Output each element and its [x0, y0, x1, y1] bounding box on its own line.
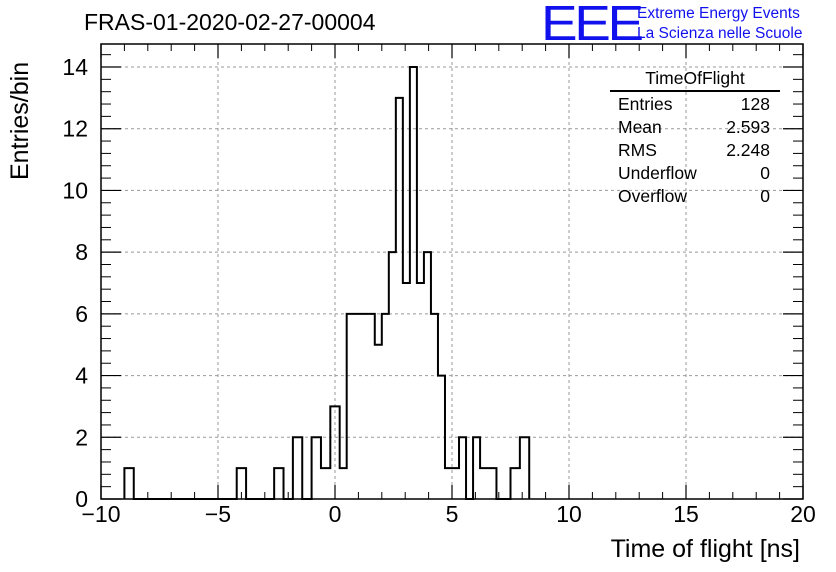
y-tick-label: 2 — [75, 424, 88, 450]
stats-row-entries: Entries 128 — [610, 94, 780, 117]
eee-logo: EEE — [541, 0, 644, 51]
x-axis-label: Time of flight [ns] — [610, 535, 800, 563]
x-tick-label: 0 — [329, 501, 342, 527]
stats-label: Entries — [618, 94, 673, 114]
x-tick-label: 10 — [556, 501, 582, 527]
x-tick-label: −5 — [205, 501, 231, 527]
grid-lines — [101, 44, 803, 499]
y-tick-label: 6 — [75, 301, 88, 327]
chart-title: FRAS-01-2020-02-27-00004 — [84, 9, 376, 35]
stats-label: RMS — [618, 140, 657, 160]
x-tick-label: 20 — [790, 501, 816, 527]
stats-label: Overflow — [618, 186, 688, 206]
stats-value: 2.248 — [726, 140, 770, 160]
y-tick-label: 4 — [75, 363, 88, 389]
stats-value: 0 — [760, 163, 770, 183]
stats-row-overflow: Overflow 0 — [610, 186, 780, 209]
org-name-line2: La Scienza nelle Scuole — [637, 25, 803, 42]
x-tick-label: 5 — [446, 501, 459, 527]
y-tick-label: 0 — [75, 486, 88, 512]
y-tick-label: 8 — [75, 239, 88, 265]
tick-labels: −10 −5 0 5 10 15 20 0 2 4 6 8 10 12 14 — [62, 54, 815, 527]
y-axis-label: Entries/bin — [6, 61, 34, 180]
org-name-line1: Extreme Energy Events — [637, 5, 800, 22]
axis-ticks — [100, 44, 804, 500]
y-tick-label: 10 — [62, 177, 88, 203]
stats-value: 2.593 — [726, 117, 770, 137]
stats-label: Underflow — [618, 163, 697, 183]
stats-title: TimeOfFlight — [610, 68, 780, 92]
stats-box: TimeOfFlight Entries 128 Mean 2.593 RMS … — [610, 68, 780, 209]
histogram-line — [123, 66, 531, 500]
x-tick-label: 15 — [673, 501, 699, 527]
stats-value: 128 — [740, 94, 770, 114]
y-tick-label: 12 — [62, 116, 88, 142]
stats-row-rms: RMS 2.248 — [610, 140, 780, 163]
stats-label: Mean — [618, 117, 662, 137]
y-tick-label: 14 — [62, 54, 88, 80]
stats-row-underflow: Underflow 0 — [610, 163, 780, 186]
stats-value: 0 — [760, 186, 770, 206]
stats-row-mean: Mean 2.593 — [610, 117, 780, 140]
x-tick-label: −10 — [81, 501, 120, 527]
